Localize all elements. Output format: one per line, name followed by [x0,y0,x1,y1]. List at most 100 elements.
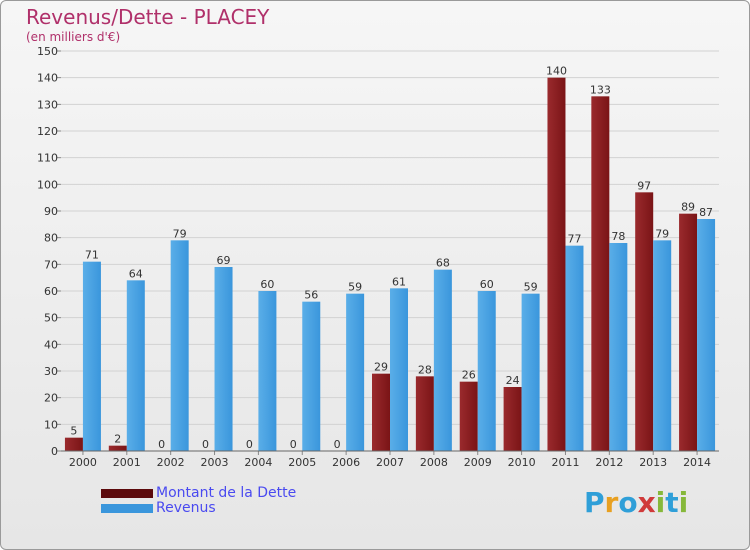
debt-value-label: 0 [290,438,297,451]
debt-bar [503,387,522,451]
revenue-value-label: 60 [480,278,494,291]
revenue-bar [170,240,189,451]
revenue-value-label: 78 [611,230,625,243]
x-tick-label: 2008 [420,456,448,469]
logo-letter: i [678,486,689,519]
revenue-value-label: 87 [699,206,713,219]
y-tick-label: 20 [44,392,58,405]
bars [64,77,716,452]
debt-bar [64,437,83,451]
x-tick-label: 2010 [508,456,536,469]
debt-bar [591,96,610,451]
revenue-value-label: 68 [436,257,450,270]
logo-letter: r [604,486,619,519]
revenue-bar [477,291,496,451]
debt-bar [108,445,127,451]
x-tick-label: 2000 [69,456,97,469]
revenue-value-label: 59 [524,281,538,294]
x-tick-label: 2004 [244,456,272,469]
revenue-bar [258,291,277,451]
legend-swatch-debt [101,489,153,498]
debt-value-label: 0 [202,438,209,451]
revenue-bar [302,301,321,451]
debt-bar [679,213,698,451]
debt-value-label: 26 [462,369,476,382]
revenue-value-label: 71 [85,249,99,262]
x-tick-label: 2011 [551,456,579,469]
legend-swatch-revenue [101,504,153,513]
debt-value-label: 2 [114,433,121,446]
y-tick-label: 0 [51,445,58,458]
x-tick-label: 2003 [201,456,229,469]
debt-bar [547,77,566,452]
x-tick-label: 2007 [376,456,404,469]
debt-value-label: 5 [70,425,77,438]
y-tick-label: 40 [44,338,58,351]
y-tick-label: 150 [37,45,58,58]
y-tick-label: 90 [44,205,58,218]
debt-value-label: 89 [681,201,695,214]
revenue-value-label: 77 [567,233,581,246]
y-tick-label: 60 [44,285,58,298]
revenue-value-label: 56 [304,289,318,302]
revenue-bar [521,293,540,451]
debt-value-label: 24 [506,374,520,387]
debt-bar [372,373,390,451]
revenue-value-label: 79 [173,227,187,240]
revenue-value-label: 79 [655,227,669,240]
y-tick-label: 100 [37,178,58,191]
revenue-value-label: 61 [392,275,406,288]
x-axis-ticks: 2000 2001 2002 2003 2004 2005 2006 2007 2008 2009… [69,451,711,469]
y-tick-label: 140 [37,72,58,85]
y-tick-label: 110 [37,152,58,165]
revenue-bar [346,293,365,451]
debt-value-label: 29 [374,361,388,374]
x-tick-label: 2002 [157,456,185,469]
y-tick-label: 80 [44,232,58,245]
logo-letter: o [618,486,638,519]
revenue-bar [653,240,672,451]
revenue-bar [609,243,628,451]
y-tick-label: 30 [44,365,58,378]
revenue-bar [565,245,584,451]
revenue-bar [390,288,408,451]
y-tick-label: 120 [37,125,58,138]
chart-subtitle: (en milliers d'€) [26,30,121,44]
debt-value-label: 140 [546,65,567,78]
revenue-value-label: 69 [217,254,231,267]
chart-title: Revenus/Dette - PLACEY [26,5,270,29]
revenue-value-label: 64 [129,267,143,280]
debt-value-label: 133 [590,83,611,96]
x-tick-label: 2006 [332,456,360,469]
y-tick-label: 10 [44,418,58,431]
revenue-bar [126,280,145,451]
debt-value-label: 0 [334,438,341,451]
legend-label-revenue: Revenus [156,500,216,516]
x-tick-label: 2014 [683,456,711,469]
debt-value-label: 97 [637,179,651,192]
y-axis-ticks: 0 10 20 30 40 50 60 70 80 90 100 110 120 130 140 150 [37,45,58,458]
revenue-bar [433,269,452,451]
y-tick-label: 130 [37,98,58,111]
x-tick-label: 2009 [464,456,492,469]
logo-letter: P [584,486,605,519]
y-tick-label: 70 [44,258,58,271]
debt-value-label: 0 [158,438,165,451]
x-tick-label: 2012 [595,456,623,469]
revenue-bar [697,219,716,451]
value-labels: 5 71 2 64 0 79 0 69 0 60 0 56 0 59 29 61 28 68 26 60 24 59 140… [70,65,713,451]
debt-bar [635,192,654,452]
debt-bar [415,376,434,451]
x-tick-label: 2005 [288,456,316,469]
logo-letter: x [637,486,656,519]
revenue-bar [82,261,101,451]
debt-value-label: 28 [418,363,432,376]
proxiti-logo: Proxiti [584,486,688,519]
y-tick-label: 50 [44,312,58,325]
logo-letter: i [655,486,666,519]
x-tick-label: 2013 [639,456,667,469]
x-tick-label: 2001 [113,456,141,469]
revenue-value-label: 59 [348,281,362,294]
